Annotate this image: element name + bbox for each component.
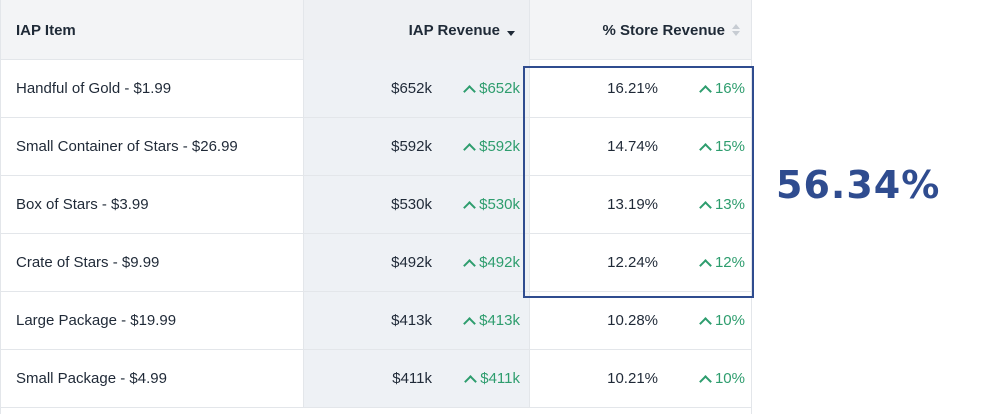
table-row[interactable]: Handful of Gold - $1.99 $652k $652k 16.21% 1… (1, 60, 751, 118)
iap-revenue-value: $413k (391, 312, 432, 329)
revenue-cell-bg (303, 292, 529, 349)
iap-revenue-delta: $413k (456, 292, 520, 349)
revenue-cell-bg (303, 350, 529, 407)
iap-revenue-delta: $652k (456, 60, 520, 117)
store-revenue-pct: 12.24% (607, 254, 658, 271)
store-revenue-pct: 16.21% (607, 80, 658, 97)
caret-up-icon (699, 374, 712, 388)
iap-revenue-delta: $492k (456, 234, 520, 291)
iap-revenue-delta: $530k (456, 176, 520, 233)
table-row[interactable]: Large Package - $19.99 $413k $413k 10.28% 10… (1, 292, 751, 350)
caret-up-icon (463, 142, 476, 156)
iap-revenue-value: $492k (391, 254, 432, 271)
iap-item-name: Crate of Stars - $9.99 (16, 254, 160, 271)
iap-revenue-delta: $592k (456, 118, 520, 175)
table-row[interactable]: Box of Stars - $3.99 $530k $530k 13.19% 13% (1, 176, 751, 234)
caret-up-icon (463, 316, 476, 330)
column-divider (529, 350, 530, 407)
iap-revenue-table: IAP Item IAP Revenue % Store Revenue Han… (0, 0, 752, 414)
iap-item-name: Box of Stars - $3.99 (16, 196, 149, 213)
sort-icon[interactable] (732, 23, 742, 37)
table-row[interactable]: Crate of Stars - $9.99 $492k $492k 12.24% 12… (1, 234, 751, 292)
highlight-total: 56.34% (776, 163, 941, 207)
store-revenue-pct-delta: 15% (691, 118, 745, 175)
store-revenue-pct-delta: 10% (691, 350, 745, 407)
iap-revenue-value: $652k (391, 80, 432, 97)
highlight-box (523, 66, 754, 298)
store-revenue-pct: 13.19% (607, 196, 658, 213)
store-revenue-pct-delta: 13% (691, 176, 745, 233)
revenue-cell-bg (303, 60, 529, 117)
column-header-iap-revenue[interactable]: IAP Revenue (303, 0, 529, 60)
caret-up-icon (463, 200, 476, 214)
store-revenue-pct-delta: 12% (691, 234, 745, 291)
store-revenue-pct: 10.28% (607, 312, 658, 329)
sort-descending-icon[interactable] (507, 23, 517, 37)
iap-item-name: Small Package - $4.99 (16, 370, 167, 387)
store-revenue-pct: 10.21% (607, 370, 658, 387)
column-header-store-revenue[interactable]: % Store Revenue (529, 0, 751, 60)
iap-revenue-value: $530k (391, 196, 432, 213)
iap-revenue-value: $592k (391, 138, 432, 155)
revenue-cell-bg (303, 234, 529, 291)
table-header: IAP Item IAP Revenue % Store Revenue (1, 0, 751, 60)
iap-item-name: Handful of Gold - $1.99 (16, 80, 172, 97)
table-row[interactable]: Small Container of Stars - $26.99 $592k $5… (1, 118, 751, 176)
column-divider (529, 234, 530, 291)
caret-up-icon (699, 316, 712, 330)
revenue-cell-bg (303, 118, 529, 175)
iap-revenue-delta: $411k (456, 350, 520, 407)
table-row[interactable]: Small Package - $4.99 $411k $411k 10.21% 10% (1, 350, 751, 408)
revenue-cell-bg (303, 176, 529, 233)
column-divider (529, 176, 530, 233)
caret-up-icon (464, 374, 478, 388)
iap-revenue-value: $411k (392, 370, 432, 387)
column-header-iap-item[interactable]: IAP Item (16, 21, 76, 39)
column-divider (529, 292, 530, 349)
column-divider (529, 60, 530, 117)
iap-item-name: Small Container of Stars - $26.99 (16, 138, 238, 155)
store-revenue-pct-delta: 16% (691, 60, 745, 117)
store-revenue-pct: 14.74% (607, 138, 658, 155)
caret-up-icon (463, 84, 476, 98)
store-revenue-pct-delta: 10% (691, 292, 745, 349)
column-divider (529, 118, 530, 175)
iap-item-name: Large Package - $19.99 (16, 312, 177, 329)
caret-up-icon (463, 258, 476, 272)
